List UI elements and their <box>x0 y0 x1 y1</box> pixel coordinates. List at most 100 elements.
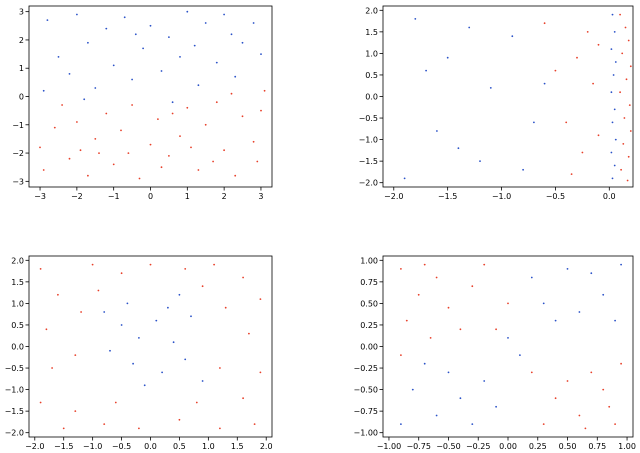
axes-frame-2 <box>382 5 634 188</box>
x-tick-label-2-2: −1.5 <box>438 192 457 201</box>
scatter-point-3-1-18 <box>219 427 221 430</box>
scatter-point-4-1-15 <box>602 388 605 391</box>
scatter-point-1-1-27 <box>39 146 41 149</box>
y-tick-label-1-3: −1 <box>12 121 24 130</box>
scatter-point-4-1-6 <box>471 285 474 288</box>
y-tick-label-4-1: −1.00 <box>353 429 378 438</box>
scatter-point-4-1-20 <box>542 423 545 425</box>
scatter-point-2-2-3 <box>610 48 613 50</box>
scatter-point-2-2-21 <box>457 147 460 150</box>
scatter-point-3-1-11 <box>213 263 216 266</box>
scatter-point-1-1-28 <box>61 104 63 106</box>
scatter-point-2-2-8 <box>611 121 614 124</box>
scatter-point-1-2-18 <box>204 22 207 24</box>
scatter-point-1-2-29 <box>134 33 137 36</box>
x-tick-label-3-6: 0.5 <box>173 442 186 451</box>
scatter-point-3-1-6 <box>62 427 65 430</box>
scatter-point-3-1-12 <box>242 276 245 279</box>
scatter-point-1-2-7 <box>105 27 108 30</box>
scatter-point-4-1-11 <box>507 302 509 305</box>
x-tick-label-1-6: 2 <box>222 192 227 201</box>
scatter-point-1-1-22 <box>241 115 244 118</box>
x-tick-label-4-3: −0.50 <box>436 442 461 451</box>
y-tick-label-3-4: −0.5 <box>5 364 24 373</box>
scatter-point-3-2-2 <box>138 337 140 339</box>
scatter-point-1-1-4 <box>76 121 78 123</box>
scatter-point-3-2-3 <box>155 319 158 322</box>
axes-frame-1 <box>28 5 273 188</box>
scatter-point-2-2-20 <box>403 177 406 180</box>
scatter-point-4-1-4 <box>405 319 408 322</box>
scatter-point-3-2-13 <box>201 380 204 382</box>
scatter-point-4-2-7 <box>590 272 593 275</box>
scatter-point-1-1-2 <box>53 126 56 129</box>
scatter-point-1-1-20 <box>223 149 226 152</box>
scatter-point-1-1-3 <box>68 157 71 160</box>
scatter-point-1-1-19 <box>215 101 218 104</box>
scatter-point-3-1-17 <box>253 423 256 425</box>
scatter-point-3-1-20 <box>138 427 140 430</box>
scatter-point-4-1-17 <box>590 371 593 374</box>
y-tick-label-2-1: −2.0 <box>359 179 378 188</box>
scatter-point-1-2-15 <box>179 56 181 58</box>
scatter-point-2-1-10 <box>629 130 632 132</box>
scatter-point-3-2-1 <box>120 324 123 326</box>
scatter-point-2-1-8 <box>628 104 631 106</box>
scatter-point-3-1-26 <box>219 367 221 369</box>
y-tick-label-4-4: −0.25 <box>353 364 378 373</box>
scatter-point-3-1-1 <box>39 268 42 270</box>
y-tick-label-3-9: 2.0 <box>11 256 24 265</box>
scatter-point-2-2-18 <box>489 87 492 89</box>
x-tick-label-1-4: 0 <box>148 192 153 201</box>
scatter-point-4-1-9 <box>483 263 486 266</box>
scatter-point-2-1-4 <box>621 52 624 55</box>
scatter-point-4-2-19 <box>507 337 509 339</box>
scatter-point-1-2-30 <box>230 33 233 36</box>
x-tick-label-1-5: 1 <box>185 192 190 201</box>
y-tick-label-3-6: 0.5 <box>11 321 24 330</box>
scatter-point-1-1-31 <box>171 112 174 115</box>
scatter-point-4-2-3 <box>602 293 605 296</box>
scatter-point-2-1-18 <box>565 121 568 124</box>
y-tick-label-4-3: −0.50 <box>353 386 378 395</box>
subplot-2: −2.0 −1.5 −1.0 −0.5 0.0 −2.0 −1.5 −1.0 −0.5 0.0 0.… <box>359 5 634 201</box>
scatter-point-1-2-25 <box>42 89 45 92</box>
scatter-point-2-2-19 <box>533 121 535 124</box>
scatter-point-2-2-23 <box>425 69 427 72</box>
scatter-point-1-2-24 <box>260 53 262 55</box>
scatter-point-2-2-1 <box>611 13 614 16</box>
scatter-point-1-1-7 <box>105 112 108 115</box>
scatter-point-3-1-13 <box>259 298 262 300</box>
x-tick-label-3-4: −0.5 <box>112 442 131 451</box>
scatter-point-1-2-12 <box>149 24 152 27</box>
x-tick-label-4-8: 0.75 <box>588 442 606 451</box>
scatter-point-1-2-13 <box>160 70 163 72</box>
scatter-point-4-2-4 <box>578 311 581 313</box>
scatter-point-1-1-8 <box>112 163 115 166</box>
scatter-point-4-2-5 <box>614 319 616 322</box>
scatter-point-1-2-9 <box>123 16 126 19</box>
subplot-1: −3 −2 −1 0 1 2 3 −3 −2 −1 0 1 2 3 <box>12 5 273 201</box>
y-tick-label-2-9: 2.0 <box>365 6 378 15</box>
scatter-point-2-2-14 <box>446 56 449 59</box>
scatter-point-4-1-22 <box>530 371 533 374</box>
scatter-point-1-1-5 <box>87 174 89 177</box>
scatter-point-4-1-19 <box>620 362 622 365</box>
scatter-point-2-2-12 <box>611 177 614 180</box>
scatter-point-3-2-6 <box>161 371 164 374</box>
scatter-point-2-1-19 <box>581 151 584 154</box>
scatter-point-1-2-23 <box>252 22 255 24</box>
scatter-point-4-1-23 <box>423 263 426 266</box>
y-tick-label-4-5: 0.00 <box>360 343 378 352</box>
x-tick-label-1-1: −3 <box>34 192 46 201</box>
x-tick-label-4-6: 0.25 <box>529 442 547 451</box>
scatter-point-2-2-10 <box>610 151 613 154</box>
scatter-point-4-2-14 <box>447 371 450 374</box>
y-tick-label-4-7: 0.50 <box>360 299 378 308</box>
scatter-point-2-1-1 <box>619 13 621 16</box>
y-tick-label-3-2: −1.5 <box>5 407 24 416</box>
scatter-point-2-2-5 <box>612 74 615 76</box>
y-tick-label-2-4: −0.5 <box>359 114 378 123</box>
y-tick-label-3-3: −1.0 <box>5 386 24 395</box>
scatter-point-1-2-17 <box>197 84 200 87</box>
